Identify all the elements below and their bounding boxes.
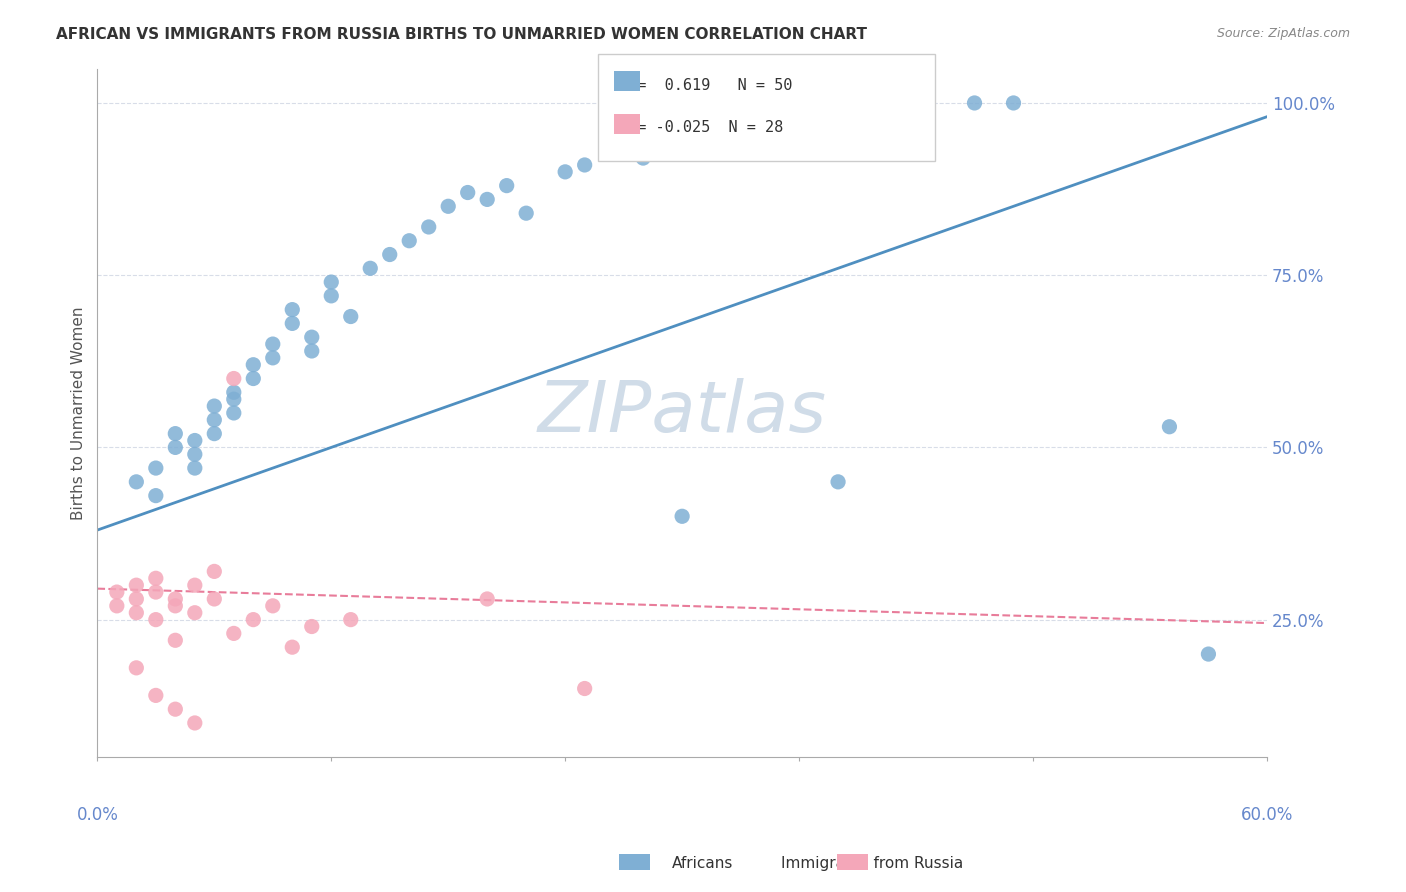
Text: R =  0.619   N = 50: R = 0.619 N = 50 (619, 78, 792, 94)
Point (145, 489, 167, 503)
Text: 60.0%: 60.0% (1240, 805, 1294, 823)
Point (301, 343, 323, 358)
Point (281, 317, 304, 331)
Point (202, 426, 225, 441)
Point (1197, 647, 1219, 661)
Point (184, 461, 207, 475)
Text: R = -0.025  N = 28: R = -0.025 N = 28 (619, 120, 783, 136)
Text: 0.0%: 0.0% (76, 805, 118, 823)
Point (165, 599, 187, 613)
Point (242, 358, 264, 372)
Point (262, 351, 284, 365)
Point (222, 406, 245, 420)
Point (184, 434, 207, 448)
Point (905, 103, 928, 117)
Point (184, 606, 207, 620)
Point (222, 626, 245, 640)
Point (165, 591, 187, 606)
Point (671, 130, 693, 145)
Point (125, 578, 148, 592)
Point (321, 289, 343, 303)
Point (495, 178, 517, 193)
Point (145, 613, 167, 627)
Point (554, 165, 576, 179)
Point (202, 565, 225, 579)
Point (165, 633, 187, 648)
Point (145, 461, 167, 475)
Point (963, 95, 986, 110)
Point (515, 206, 537, 220)
Point (165, 702, 187, 716)
Point (339, 310, 361, 324)
Point (807, 117, 830, 131)
Text: ZIPatlas: ZIPatlas (537, 378, 827, 448)
Point (613, 144, 636, 158)
Point (301, 330, 323, 344)
Point (125, 661, 148, 675)
Point (105, 585, 128, 599)
Point (321, 275, 343, 289)
Point (671, 509, 693, 524)
Point (768, 123, 790, 137)
Point (437, 199, 460, 213)
Point (202, 413, 225, 427)
Point (574, 158, 596, 172)
Point (827, 475, 849, 489)
Point (631, 151, 654, 165)
Point (145, 571, 167, 585)
Text: Immigrants from Russia: Immigrants from Russia (780, 856, 963, 871)
Text: Africans: Africans (672, 856, 734, 871)
Point (184, 447, 207, 461)
Point (125, 606, 148, 620)
Point (1002, 95, 1025, 110)
Point (202, 591, 225, 606)
Point (222, 371, 245, 385)
Text: Source: ZipAtlas.com: Source: ZipAtlas.com (1216, 27, 1350, 40)
Text: AFRICAN VS IMMIGRANTS FROM RUSSIA BIRTHS TO UNMARRIED WOMEN CORRELATION CHART: AFRICAN VS IMMIGRANTS FROM RUSSIA BIRTHS… (56, 27, 868, 42)
Point (418, 219, 440, 234)
Point (359, 261, 381, 276)
Point (222, 392, 245, 407)
Point (281, 640, 304, 655)
Point (242, 613, 264, 627)
Point (398, 234, 420, 248)
Point (339, 613, 361, 627)
Point (125, 475, 148, 489)
Point (105, 599, 128, 613)
Point (184, 578, 207, 592)
Point (574, 681, 596, 696)
Y-axis label: Births to Unmarried Women: Births to Unmarried Women (72, 306, 86, 520)
Point (262, 599, 284, 613)
Point (165, 426, 187, 441)
Point (846, 110, 869, 124)
Point (477, 591, 499, 606)
Point (165, 441, 187, 455)
Point (184, 715, 207, 730)
Point (378, 247, 401, 261)
Point (281, 302, 304, 317)
Point (1159, 419, 1181, 434)
Point (457, 186, 479, 200)
Point (477, 193, 499, 207)
Point (145, 585, 167, 599)
Point (202, 399, 225, 413)
Point (262, 337, 284, 351)
Point (145, 689, 167, 703)
Point (125, 591, 148, 606)
Point (222, 385, 245, 400)
Point (301, 619, 323, 633)
Point (710, 137, 733, 152)
Point (242, 371, 264, 385)
